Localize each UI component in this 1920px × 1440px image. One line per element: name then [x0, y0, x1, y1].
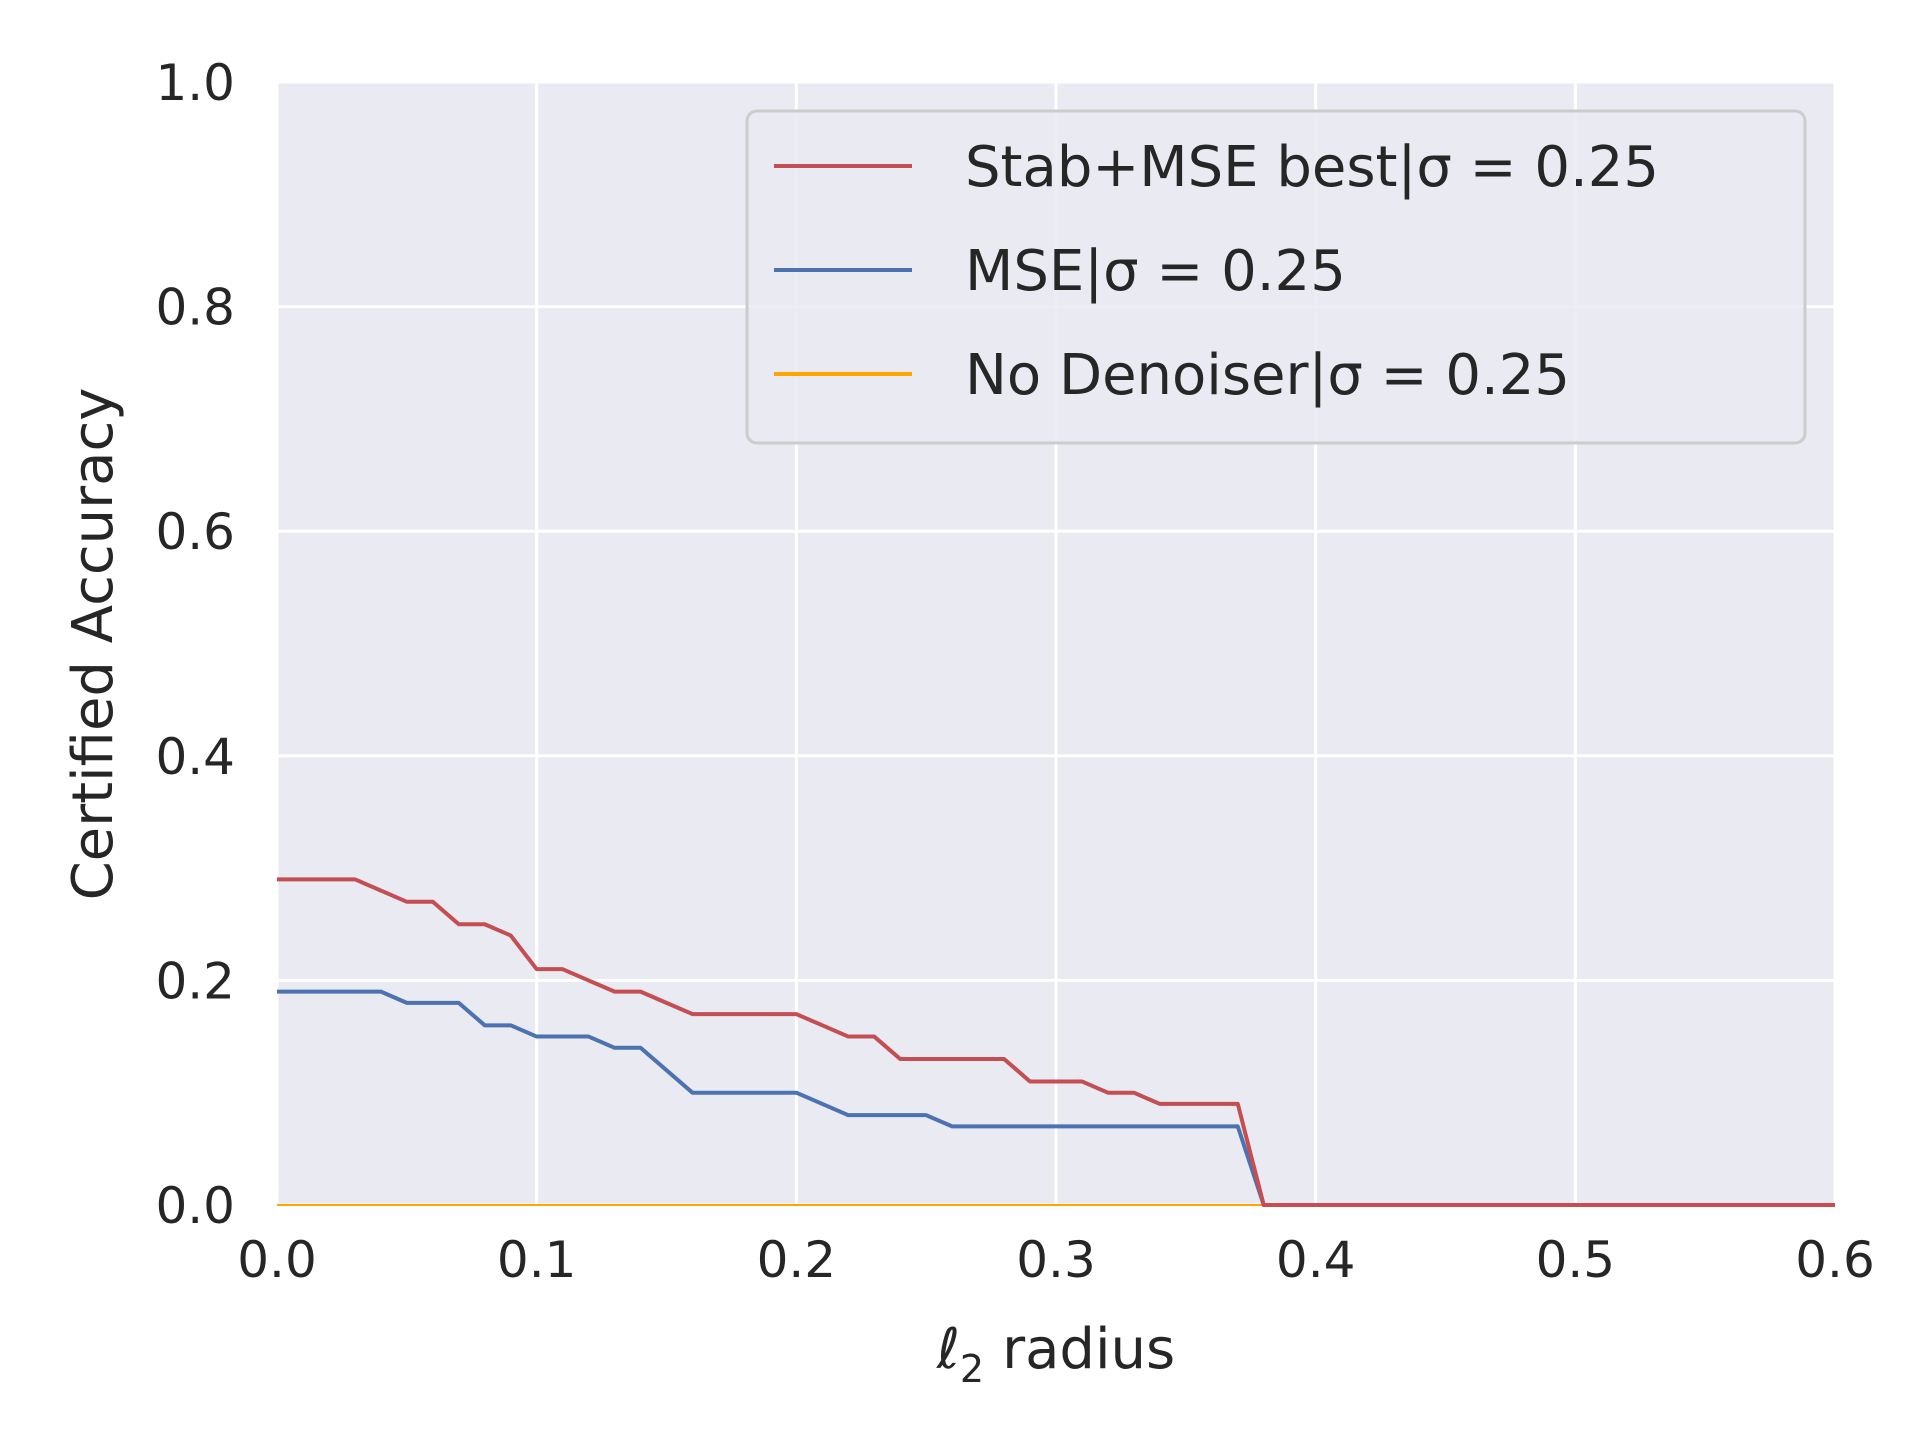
x-axis-title: ℓ2 radius	[936, 1317, 1175, 1391]
y-tick-label: 0.6	[155, 503, 235, 561]
x-tick-label: 0.5	[1536, 1231, 1616, 1289]
x-tick-label: 0.6	[1795, 1231, 1875, 1289]
x-axis-label: radius	[1002, 1317, 1175, 1382]
legend-label-stab-mse: Stab+MSE best|σ = 0.25	[965, 135, 1659, 200]
series-line-mse	[277, 989, 1835, 1207]
legend-frame	[745, 109, 1807, 445]
series-line-stab-mse	[277, 877, 1835, 1207]
y-tick-label: 0.8	[155, 279, 235, 337]
ticks: 0.0 0.1 0.2 0.3 0.4 0.5 0.6 0.0 0.2 0.4 0.6 0.8 1.0	[155, 54, 1874, 1289]
y-tick-label: 0.4	[155, 728, 235, 786]
x-tick-label: 0.4	[1276, 1231, 1356, 1289]
series-layer	[277, 877, 1835, 1207]
x-tick-label: 0.1	[497, 1231, 577, 1289]
legend: Stab+MSE best|σ = 0.25 MSE|σ = 0.25 No D…	[745, 109, 1807, 445]
x-tick-label: 0.2	[757, 1231, 837, 1289]
legend-label-no-denoiser: No Denoiser|σ = 0.25	[965, 343, 1570, 408]
y-tick-label: 0.2	[155, 952, 235, 1010]
x-tick-label: 0.3	[1016, 1231, 1096, 1289]
y-tick-label: 0.0	[155, 1177, 235, 1235]
x-tick-label: 0.0	[237, 1231, 317, 1289]
legend-label-mse: MSE|σ = 0.25	[965, 239, 1346, 304]
x-axis-subscript: 2	[960, 1347, 984, 1391]
y-axis-title: Certified Accuracy	[61, 388, 126, 901]
x-axis-symbol: ℓ	[936, 1317, 960, 1382]
y-tick-label: 1.0	[155, 54, 235, 112]
